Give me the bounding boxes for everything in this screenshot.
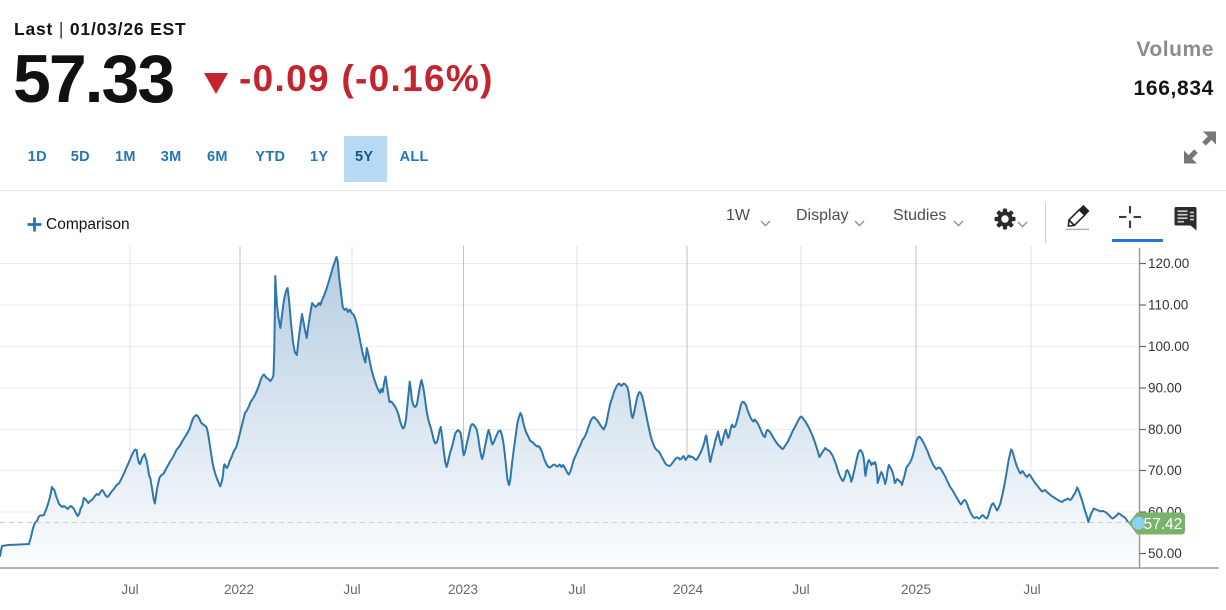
svg-text:Jul: Jul: [1023, 582, 1040, 597]
svg-text:Jul: Jul: [792, 582, 809, 597]
svg-text:50.00: 50.00: [1148, 546, 1182, 561]
svg-text:2023: 2023: [448, 582, 478, 597]
svg-text:80.00: 80.00: [1148, 422, 1182, 437]
svg-text:90.00: 90.00: [1148, 381, 1182, 396]
svg-text:70.00: 70.00: [1148, 463, 1182, 478]
svg-text:Jul: Jul: [121, 582, 138, 597]
svg-text:Jul: Jul: [343, 582, 360, 597]
svg-text:120.00: 120.00: [1148, 256, 1189, 271]
svg-text:2022: 2022: [224, 582, 254, 597]
svg-text:57.42: 57.42: [1144, 516, 1183, 533]
svg-text:110.00: 110.00: [1148, 298, 1188, 313]
svg-text:100.00: 100.00: [1148, 339, 1189, 354]
svg-text:2024: 2024: [673, 582, 704, 597]
svg-text:2025: 2025: [901, 582, 931, 597]
svg-text:Jul: Jul: [568, 582, 585, 597]
